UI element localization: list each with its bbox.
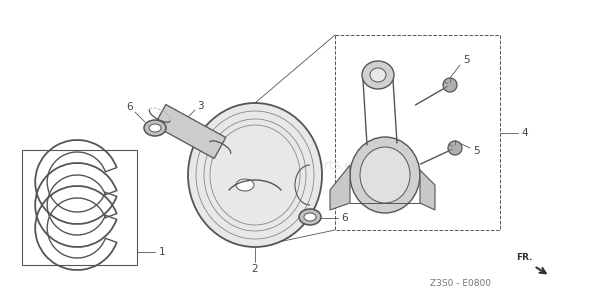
Text: 2: 2 (252, 264, 258, 274)
Polygon shape (154, 104, 226, 158)
Ellipse shape (149, 124, 161, 132)
Bar (22, 150, 137, 265)
Ellipse shape (299, 209, 321, 225)
Ellipse shape (448, 141, 462, 155)
Ellipse shape (350, 137, 420, 213)
Ellipse shape (370, 68, 386, 82)
Ellipse shape (304, 213, 316, 221)
Text: 5: 5 (473, 146, 479, 156)
Text: FR.: FR. (516, 253, 532, 263)
Ellipse shape (443, 78, 457, 92)
Ellipse shape (188, 103, 322, 247)
Text: 4: 4 (522, 128, 528, 138)
Text: 1: 1 (159, 247, 165, 257)
Text: 6: 6 (127, 102, 133, 112)
Text: 5: 5 (463, 55, 469, 65)
Ellipse shape (236, 179, 254, 191)
Text: eReplacementParts.com: eReplacementParts.com (219, 158, 371, 171)
Polygon shape (420, 170, 435, 210)
Text: 6: 6 (342, 213, 348, 223)
Polygon shape (330, 165, 350, 210)
Ellipse shape (362, 61, 394, 89)
Text: 3: 3 (196, 101, 204, 111)
Text: Z3S0 - E0800: Z3S0 - E0800 (430, 278, 490, 288)
Ellipse shape (144, 120, 166, 136)
Ellipse shape (360, 147, 410, 203)
